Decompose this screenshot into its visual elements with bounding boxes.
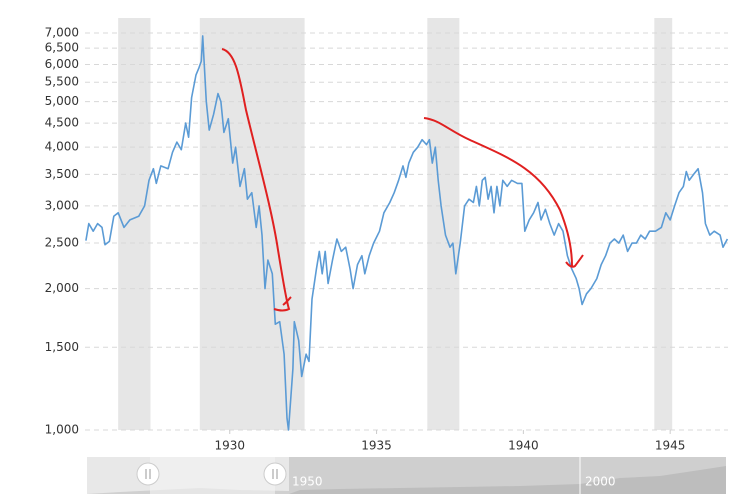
series-line [85,35,729,431]
navigator-window[interactable] [150,457,275,494]
y-tick-label: 7,000 [45,26,79,40]
y-tick-label: 5,000 [45,94,79,108]
x-tick-label: 1930 [214,439,245,453]
y-tick-label: 1,000 [45,423,79,437]
recession-band [118,18,151,430]
navigator-label: 1950 [292,475,323,489]
y-tick-label: 2,500 [45,236,79,250]
x-tick-label: 1935 [361,439,392,453]
y-tick-label: 6,000 [45,57,79,71]
y-tick-label: 1,500 [45,340,79,354]
navigator-handle[interactable] [136,462,160,486]
y-tick-label: 4,500 [45,116,79,130]
navigator-series [289,466,726,494]
annotation-arrow [423,117,584,268]
y-tick-label: 6,500 [45,41,79,55]
recession-band [199,18,305,430]
annotation-arrow [221,48,292,312]
y-tick-label: 4,000 [45,140,79,154]
y-tick-label: 5,500 [45,75,79,89]
navigator-handle[interactable] [263,462,287,486]
navigator-label: 2000 [585,475,616,489]
y-tick-label: 3,000 [45,198,79,212]
y-tick-label: 2,000 [45,281,79,295]
x-tick-label: 1945 [655,439,686,453]
y-tick-label: 3,500 [45,167,79,181]
x-tick-label: 1940 [508,439,539,453]
navigator: 1950 2000 [87,457,726,494]
